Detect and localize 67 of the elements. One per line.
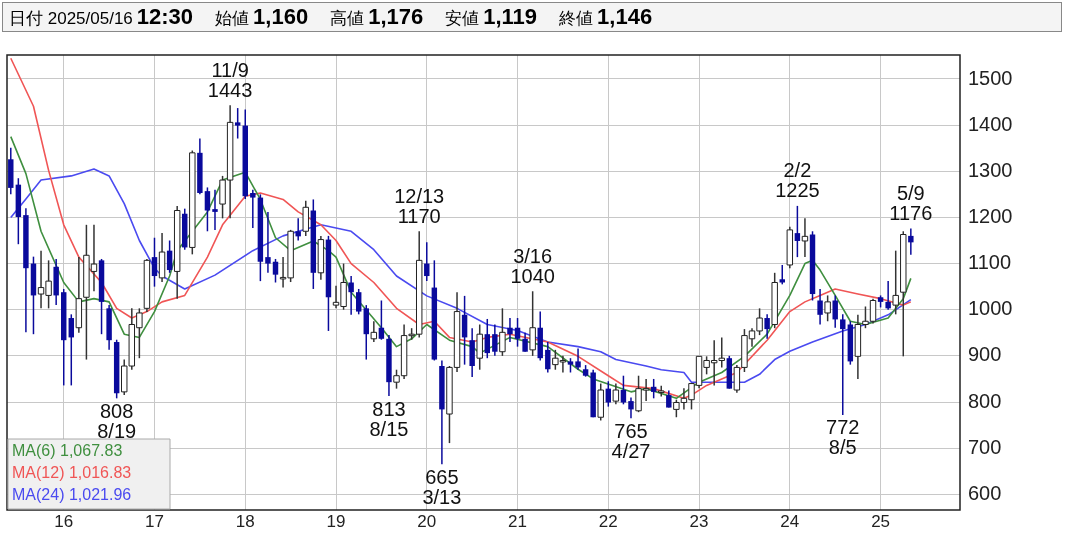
x-tick-label: 21 <box>508 511 527 531</box>
candlestick <box>484 318 491 359</box>
candlestick <box>234 107 241 140</box>
x-tick-label: 19 <box>326 511 346 531</box>
x-tick-label: 17 <box>145 511 164 531</box>
text: 終値 1,146 <box>559 4 653 30</box>
candlestick <box>378 299 385 341</box>
candlestick <box>817 288 823 326</box>
candlestick <box>507 317 513 343</box>
candlestick <box>348 275 354 316</box>
annotation: 813 8/15 <box>369 397 409 440</box>
annotation: 808 8/19 <box>97 399 137 442</box>
candlestick <box>514 317 521 348</box>
x-tick-label: 24 <box>780 511 800 531</box>
candlestick <box>545 341 551 374</box>
candlestick <box>492 323 498 357</box>
text: MA(6) 1,067.83 <box>12 442 123 460</box>
candlestick <box>212 189 218 231</box>
annotation: 11/9 1443 <box>207 58 253 101</box>
text: 日付 2025/05/16 12:30 <box>9 4 194 30</box>
y-tick-label: 1300 <box>968 158 1013 181</box>
candlestick <box>166 239 173 274</box>
y-tick-label: 900 <box>968 343 1002 366</box>
y-tick-label: 1500 <box>968 66 1013 89</box>
candlestick <box>908 227 914 256</box>
y-tick-label: 1200 <box>968 204 1013 227</box>
y-tick-label: 600 <box>968 481 1002 504</box>
x-tick-label: 16 <box>54 511 74 531</box>
x-tick-label: 25 <box>871 511 891 531</box>
x-tick-label: 18 <box>235 511 255 531</box>
annotation: 2/2 1225 <box>775 159 820 202</box>
annotation: 765 4/27 <box>611 419 651 462</box>
y-tick-label: 800 <box>968 389 1002 412</box>
candlestick <box>885 280 891 311</box>
candlestick <box>68 313 75 387</box>
candlestick <box>522 332 528 353</box>
candlestick <box>355 288 362 316</box>
y-tick-label: 1100 <box>968 251 1012 274</box>
annotation: 772 8/5 <box>826 416 860 459</box>
y-tick-label: 1000 <box>968 297 1013 320</box>
candlestick <box>250 189 256 229</box>
candlestick <box>265 211 271 274</box>
candlestick <box>779 264 785 286</box>
text: MA(24) 1,021.96 <box>12 486 132 504</box>
candlestick <box>272 258 279 284</box>
y-tick-label: 1400 <box>968 112 1013 135</box>
y-tick-label: 700 <box>968 435 1002 458</box>
candlestick <box>575 347 581 371</box>
annotation: 665 3/13 <box>422 465 462 508</box>
candlestick <box>794 205 801 258</box>
annotation: 5/9 1176 <box>889 182 933 225</box>
candlestick <box>840 313 846 416</box>
candlestick <box>628 396 634 419</box>
candlestick <box>295 217 301 242</box>
candlestick <box>204 186 211 233</box>
candlestick <box>832 294 838 329</box>
text: MA(12) 1,016.83 <box>12 464 132 482</box>
text: 始値 1,160 <box>215 4 309 30</box>
x-tick-label: 22 <box>598 511 618 531</box>
text: 高値 1,176 <box>330 4 424 30</box>
candlestick <box>151 236 158 288</box>
x-tick-label: 23 <box>689 511 709 531</box>
annotation: 3/16 1040 <box>510 244 555 287</box>
x-tick-label: 20 <box>417 511 437 531</box>
text: 安値 1,119 <box>445 4 538 30</box>
candlestick <box>764 313 770 340</box>
annotation: 12/13 1170 <box>394 184 445 227</box>
